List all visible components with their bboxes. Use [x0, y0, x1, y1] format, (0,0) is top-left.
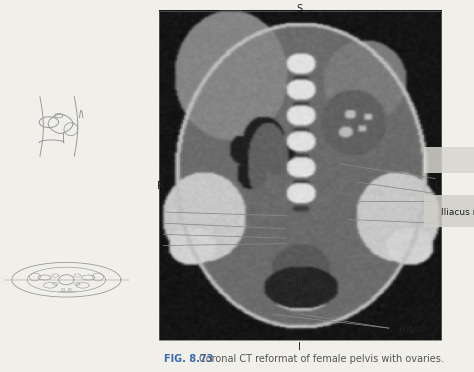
Text: FIG. 8.73: FIG. 8.73: [164, 354, 213, 364]
Text: R: R: [157, 181, 164, 191]
Text: Pubis: Pubis: [398, 325, 422, 334]
Text: L: L: [435, 181, 441, 191]
Text: I: I: [298, 342, 301, 352]
Bar: [159, 11, 441, 340]
FancyBboxPatch shape: [424, 195, 474, 227]
Text: S: S: [297, 4, 302, 14]
Text: Iliacus muscle: Iliacus muscle: [441, 208, 474, 217]
FancyBboxPatch shape: [424, 147, 474, 173]
Text: Coronal CT reformat of female pelvis with ovaries.: Coronal CT reformat of female pelvis wit…: [199, 354, 444, 364]
